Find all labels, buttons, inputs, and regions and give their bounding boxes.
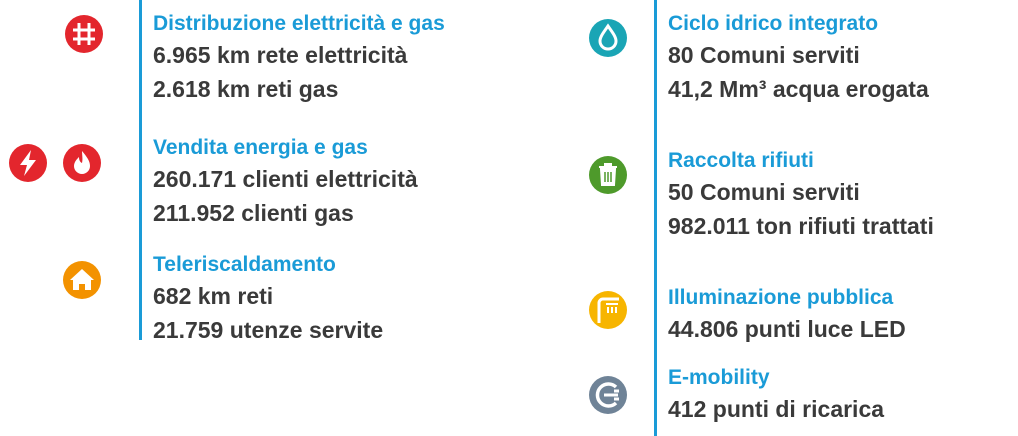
service-stat: 412 punti di ricarica	[668, 396, 885, 422]
service-block: Raccolta rifiuti 50 Comuni serviti 982.011…	[668, 147, 934, 243]
service-title: Illuminazione pubblica	[668, 286, 894, 309]
divider	[654, 0, 657, 436]
service-block: Vendita energia e gas 260.171 clienti ele…	[153, 134, 418, 230]
service-stat: 44.806 punti luce LED	[668, 316, 906, 342]
icon-emobility	[589, 376, 627, 414]
service-stat: 80 Comuni serviti	[668, 42, 860, 68]
icon-water	[589, 19, 627, 57]
service-block: E-mobility 412 punti di ricarica	[668, 364, 884, 426]
service-title: Vendita energia e gas	[153, 136, 368, 159]
service-title: Ciclo idrico integrato	[668, 12, 879, 35]
icon-waste	[589, 156, 627, 194]
service-title: Teleriscaldamento	[153, 253, 336, 276]
service-title: E-mobility	[668, 366, 770, 389]
service-block: Ciclo idrico integrato 80 Comuni serviti 4…	[668, 10, 929, 106]
service-stat: 41,2 Mm³ acqua erogata	[668, 76, 929, 102]
divider	[139, 0, 142, 340]
service-stat: 211.952 clienti gas	[153, 200, 354, 226]
icon-electricity	[9, 144, 47, 182]
service-stat: 682 km reti	[153, 283, 274, 309]
service-block: Distribuzione elettricità e gas 6.965 km …	[153, 10, 445, 106]
icon-gas	[63, 144, 101, 182]
icon-heating	[63, 261, 101, 299]
icon-distribution	[65, 15, 103, 53]
service-stat: 260.171 clienti elettricità	[153, 166, 418, 192]
service-stat: 982.011 ton rifiuti trattati	[668, 213, 934, 239]
service-block: Teleriscaldamento 682 km reti 21.759 utenz…	[153, 251, 383, 347]
service-title: Raccolta rifiuti	[668, 149, 814, 172]
service-stat: 21.759 utenze servite	[153, 317, 384, 343]
service-stat: 50 Comuni serviti	[668, 179, 860, 205]
icon-lighting	[589, 291, 627, 329]
service-stat: 2.618 km reti gas	[153, 76, 339, 102]
service-title: Distribuzione elettricità e gas	[153, 12, 445, 35]
service-stat: 6.965 km rete elettricità	[153, 42, 408, 68]
service-block: Illuminazione pubblica 44.806 punti luce …	[668, 284, 906, 346]
